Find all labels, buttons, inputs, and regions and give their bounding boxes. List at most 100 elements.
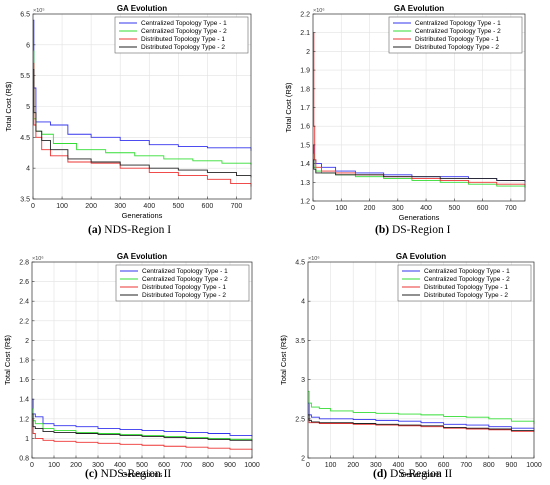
x-tick-label: 200: [70, 462, 82, 469]
x-tick-label: 200: [364, 205, 376, 212]
legend-label-4: Distributed Topology Type - 2: [142, 292, 226, 299]
x-tick-label: 700: [231, 203, 243, 210]
x-tick-label: 900: [506, 462, 518, 469]
x-tick-label: 500: [448, 205, 460, 212]
y-tick-label: 0.8: [19, 456, 29, 463]
series-line-4: [32, 413, 253, 442]
caption-text: NDS-Region II: [100, 468, 172, 480]
y-axis-label: Total Cost (R$): [284, 82, 293, 133]
y-tick-label: 3.5: [295, 338, 305, 345]
x-axis-label: Generations: [399, 213, 440, 222]
legend-box: [388, 16, 523, 54]
x-tick-label: 400: [143, 203, 155, 210]
y-tick-label: 4: [26, 166, 30, 173]
legend-label-4: Distributed Topology Type - 2: [141, 44, 225, 51]
y-tick-label: 1.7: [300, 105, 310, 112]
chart-svg-a: 0 100 200 300 400 500 600 700 3.5 4 4.5 5 5.5 6 6.5×10…: [4, 4, 252, 220]
caption-a: (a) NDS-Region I: [88, 224, 171, 236]
x-tick-label: 100: [56, 203, 68, 210]
caption-letter: (d): [373, 468, 388, 480]
x-tick-label: 700: [180, 462, 192, 469]
chart-panel-b: 0 100 200 300 400 500 600 700 1.2 1.3 1.4 1.5 1.6 1.7…: [275, 0, 550, 242]
x-tick-label: 700: [505, 205, 517, 212]
x-tick-label: 100: [325, 462, 337, 469]
y-tick-label: 2.2: [300, 12, 310, 19]
caption-letter: (c): [85, 468, 98, 480]
chart-svg-c: 0 100 200 300 400 500 600 700 800 900 1000 0.8 1 1.2 1…: [3, 252, 260, 479]
series-line-4: [313, 159, 525, 181]
y-tick-label: 2.2: [19, 318, 29, 325]
series-line-1: [32, 398, 253, 437]
chart-svg-d: 0 100 200 300 400 500 600 700 800 900 1000 2 2.5 3 3.5…: [279, 252, 542, 479]
legend-label-2: Centralized Topology Type - 2: [142, 276, 228, 283]
x-tick-label: 300: [92, 462, 104, 469]
y-tick-label: 2.6: [19, 279, 29, 286]
x-tick-label: 600: [438, 462, 450, 469]
legend-label-1: Centralized Topology Type - 1: [415, 20, 501, 27]
y-tick-label: 1: [25, 436, 29, 443]
caption-letter: (b): [375, 224, 390, 236]
series-line-1: [308, 402, 535, 430]
y-tick-label: 1.4: [19, 397, 29, 404]
legend-label-4: Distributed Topology Type - 2: [424, 292, 508, 299]
legend-label-2: Centralized Topology Type - 2: [415, 28, 501, 35]
legend-label-3: Distributed Topology Type - 1: [415, 36, 499, 43]
y-tick-label: 1.2: [300, 199, 310, 206]
legend-label-3: Distributed Topology Type - 1: [141, 36, 225, 43]
y-tick-label: 1.8: [300, 86, 310, 93]
series-line-3: [33, 62, 252, 187]
x-tick-label: 0: [311, 205, 315, 212]
chart-svg-b: 0 100 200 300 400 500 600 700 1.2 1.3 1.4 1.5 1.6 1.7…: [284, 4, 526, 222]
x-tick-label: 900: [224, 462, 236, 469]
x-axis-label: Generations: [401, 470, 442, 479]
y-exponent-label: ×10⁵: [33, 7, 45, 14]
y-tick-label: 2: [306, 49, 310, 56]
y-tick-label: 4.5: [295, 260, 305, 267]
x-tick-label: 600: [477, 205, 489, 212]
series-line-4: [33, 69, 252, 178]
y-tick-label: 2.5: [295, 416, 305, 423]
y-tick-label: 1.6: [300, 124, 310, 131]
series-line-4: [308, 414, 535, 432]
y-tick-label: 4: [301, 299, 305, 306]
y-tick-label: 1.3: [300, 180, 310, 187]
legend-label-2: Centralized Topology Type - 2: [141, 28, 227, 35]
y-tick-label: 3: [301, 377, 305, 384]
y-tick-label: 1.4: [300, 161, 310, 168]
y-exponent-label: ×10⁶: [313, 7, 325, 14]
x-tick-label: 600: [158, 462, 170, 469]
x-tick-label: 1000: [526, 462, 542, 469]
x-tick-label: 300: [114, 203, 126, 210]
x-tick-label: 800: [202, 462, 214, 469]
legend-label-1: Centralized Topology Type - 1: [142, 268, 228, 275]
x-tick-label: 0: [31, 203, 35, 210]
x-axis-label: Generations: [122, 470, 163, 479]
y-tick-label: 2: [25, 338, 29, 345]
legend-label-3: Distributed Topology Type - 1: [424, 284, 508, 291]
chart-panel-a: 0 100 200 300 400 500 600 700 3.5 4 4.5 5 5.5 6 6.5 ×10…: [0, 0, 275, 242]
legend-label-4: Distributed Topology Type - 2: [415, 44, 499, 51]
x-tick-label: 0: [306, 462, 310, 469]
x-tick-label: 1000: [244, 462, 260, 469]
y-tick-label: 1.9: [300, 68, 310, 75]
legend-label-3: Distributed Topology Type - 1: [142, 284, 226, 291]
y-tick-label: 6.5: [20, 12, 30, 19]
series-line-2: [308, 390, 535, 425]
legend-box: [397, 264, 532, 302]
y-exponent-label: ×10⁶: [308, 255, 320, 262]
chart-panel-c: 0 100 200 300 400 500 600 700 800 900 1000 0.8 1 1.2 1…: [0, 242, 275, 485]
y-tick-label: 2.1: [300, 30, 310, 37]
legend-box: [114, 16, 249, 54]
x-tick-label: 0: [30, 462, 34, 469]
x-axis-label: Generations: [122, 211, 163, 220]
chart-title: GA Evolution: [117, 4, 167, 13]
x-tick-label: 800: [483, 462, 495, 469]
legend-label-1: Centralized Topology Type - 1: [424, 268, 510, 275]
caption-text: DS-Region II: [389, 468, 453, 480]
chart-panel-d: 0 100 200 300 400 500 600 700 800 900 1000 2 2.5 3 3.5…: [275, 242, 550, 485]
y-tick-label: 1.5: [300, 142, 310, 149]
x-tick-label: 400: [393, 462, 405, 469]
caption-text: NDS-Region I: [104, 224, 172, 236]
y-tick-label: 1.6: [19, 377, 29, 384]
chart-title: GA Evolution: [396, 252, 446, 261]
